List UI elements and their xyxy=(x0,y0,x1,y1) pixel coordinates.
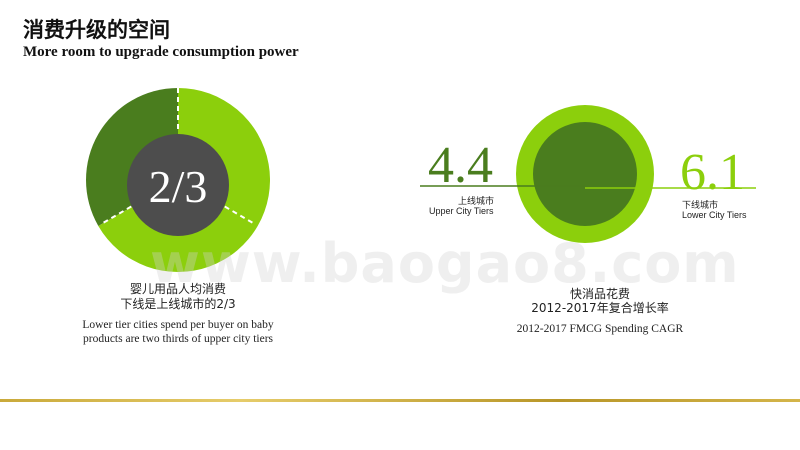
cagr-ring-graphic xyxy=(420,105,756,243)
right-caption-en: 2012-2017 FMCG Spending CAGR xyxy=(516,323,684,335)
donut-divider-left xyxy=(102,201,140,224)
left-caption-cn-line1: 婴儿用品人均消费 xyxy=(129,282,226,296)
donut-divider-right xyxy=(216,201,254,224)
baby-spend-donut xyxy=(86,88,270,272)
bottom-gold-rule xyxy=(0,399,800,402)
upper-tier-label-en: Upper City Tiers xyxy=(429,206,494,216)
left-caption-cn-line2: 下线是上线城市的2/3 xyxy=(120,297,236,311)
donut-center xyxy=(127,134,229,236)
lower-tier-label-cn: 下线城市 xyxy=(682,201,719,211)
lower-tier-label-en: Lower City Tiers xyxy=(682,210,747,220)
lower-tier-value: 6.1 xyxy=(680,144,745,201)
upper-tier-label-cn: 上线城市 xyxy=(458,197,495,207)
right-caption-cn-line1: 快消品花费 xyxy=(569,287,630,301)
fraction-label: 2/3 xyxy=(148,161,208,212)
upper-tier-value: 4.4 xyxy=(428,137,493,194)
inner-circle xyxy=(533,122,637,226)
left-caption-en-line2: products are two thirds of upper city ti… xyxy=(82,333,274,345)
watermark: www.baogao8.com xyxy=(150,232,740,295)
page-title: 消费升级的空间 xyxy=(23,18,170,42)
right-caption-cn-line2: 2012-2017年复合增长率 xyxy=(531,301,669,315)
page-subtitle: More room to upgrade consumption power xyxy=(23,44,299,60)
left-caption-en-line1: Lower tier cities spend per buyer on bab… xyxy=(82,319,274,331)
